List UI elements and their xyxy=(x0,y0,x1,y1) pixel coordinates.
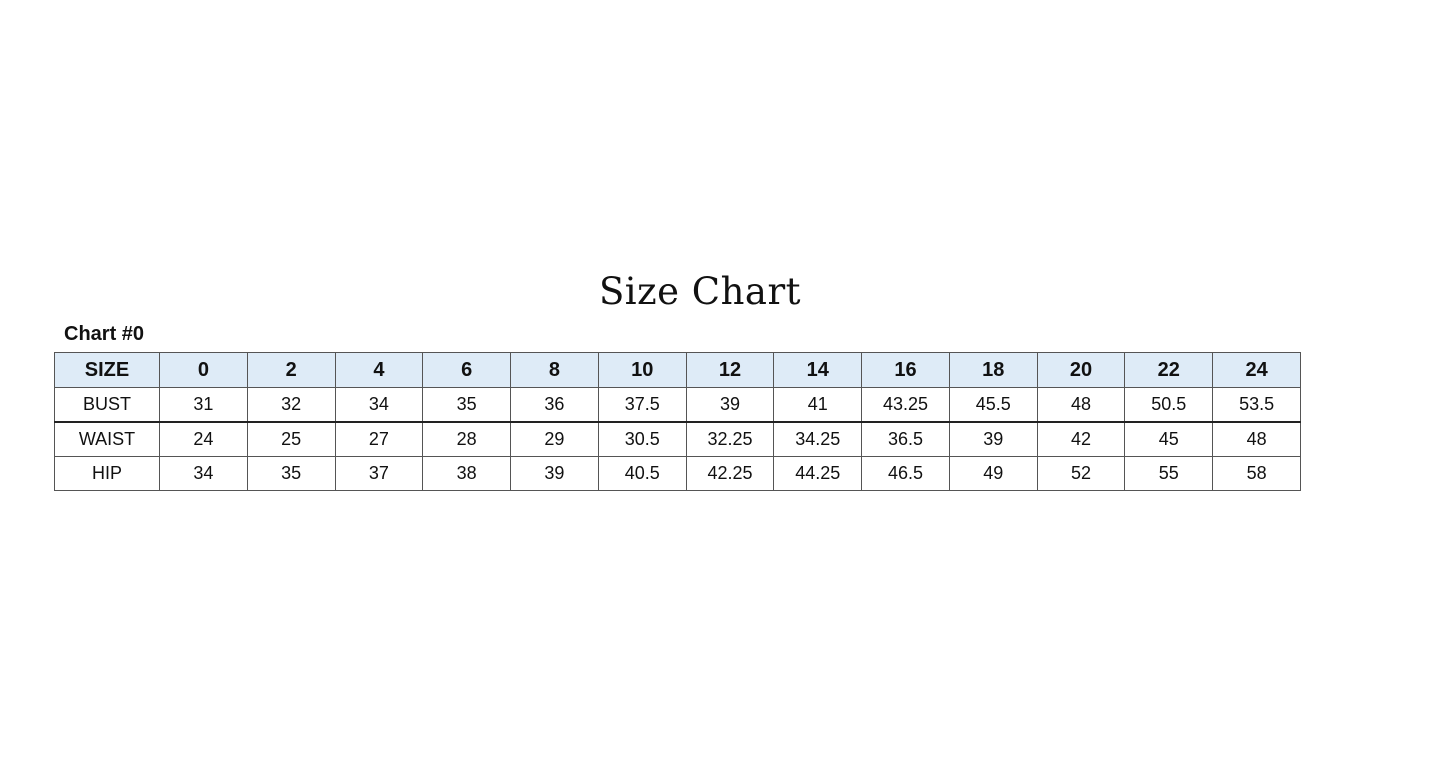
table-cell: 46.5 xyxy=(861,456,950,491)
table-cell: 30.5 xyxy=(597,421,687,457)
table-cell: 43.25 xyxy=(861,387,950,423)
table-cell: 6 xyxy=(422,352,512,388)
table-cell: 4 xyxy=(334,352,424,388)
page-title: Size Chart xyxy=(598,270,802,313)
table-cell: 37 xyxy=(334,456,424,491)
table-cell: 32.25 xyxy=(685,421,775,457)
table-cell: 8 xyxy=(510,352,599,388)
table-cell: 28 xyxy=(422,421,512,457)
row-label-cell: SIZE xyxy=(54,352,160,388)
table-cell: 37.5 xyxy=(597,387,687,423)
table-cell: 14 xyxy=(773,352,863,388)
table-cell: 20 xyxy=(1036,352,1126,388)
table-cell: 52 xyxy=(1036,456,1126,491)
table-cell: 34.25 xyxy=(773,421,863,457)
table-cell: 36.5 xyxy=(861,421,950,457)
table-cell: 39 xyxy=(685,387,775,423)
table-cell: 12 xyxy=(685,352,775,388)
table-cell: 35 xyxy=(422,387,512,423)
table-cell: 40.5 xyxy=(597,456,687,491)
table-cell: 0 xyxy=(159,352,248,388)
table-cell: 35 xyxy=(246,456,336,491)
table-cell: 22 xyxy=(1124,352,1214,388)
table-cell: 24 xyxy=(1212,352,1301,388)
table-cell: 25 xyxy=(246,421,336,457)
table-cell: 27 xyxy=(334,421,424,457)
size-chart-table: SIZE 0 2 4 6 8 10 12 14 16 18 20 22 24 BUST 31 32 34 35 36 3… xyxy=(54,352,1301,491)
table-cell: 53.5 xyxy=(1212,387,1301,423)
chart-label: Chart #0 xyxy=(64,323,145,345)
table-cell: 50.5 xyxy=(1124,387,1214,423)
table-cell: 36 xyxy=(510,387,599,423)
table-row: WAIST 24 25 27 28 29 30.5 32.25 34.25 36.5 39 42 45 4… xyxy=(54,421,1301,457)
table-cell: 10 xyxy=(597,352,687,388)
table-cell: 32 xyxy=(246,387,336,423)
table-cell: 49 xyxy=(948,456,1038,491)
table-cell: 45 xyxy=(1124,421,1214,457)
table-cell: 42.25 xyxy=(685,456,775,491)
table-cell: 31 xyxy=(159,387,248,423)
table-row: HIP 34 35 37 38 39 40.5 42.25 44.25 46.5 49 52 55 58 xyxy=(54,456,1301,491)
table-cell: 2 xyxy=(246,352,336,388)
table-header-row: SIZE 0 2 4 6 8 10 12 14 16 18 20 22 24 xyxy=(54,352,1301,388)
table-cell: 45.5 xyxy=(948,387,1038,423)
table-cell: 42 xyxy=(1036,421,1126,457)
table-cell: 39 xyxy=(510,456,599,491)
table-cell: 18 xyxy=(948,352,1038,388)
row-label-cell: WAIST xyxy=(54,421,160,457)
table-cell: 34 xyxy=(334,387,424,423)
table-cell: 44.25 xyxy=(773,456,863,491)
table-cell: 39 xyxy=(948,421,1038,457)
table-cell: 55 xyxy=(1124,456,1214,491)
table-cell: 58 xyxy=(1212,456,1301,491)
row-label-cell: BUST xyxy=(54,387,160,423)
table-cell: 41 xyxy=(773,387,863,423)
table-cell: 29 xyxy=(510,421,599,457)
row-label-cell: HIP xyxy=(54,456,160,491)
table-cell: 48 xyxy=(1036,387,1126,423)
table-cell: 16 xyxy=(861,352,950,388)
table-row: BUST 31 32 34 35 36 37.5 39 41 43.25 45.5 48 50.5 53.… xyxy=(54,387,1301,423)
table-cell: 24 xyxy=(159,421,248,457)
table-cell: 38 xyxy=(422,456,512,491)
table-cell: 48 xyxy=(1212,421,1301,457)
table-cell: 34 xyxy=(159,456,248,491)
